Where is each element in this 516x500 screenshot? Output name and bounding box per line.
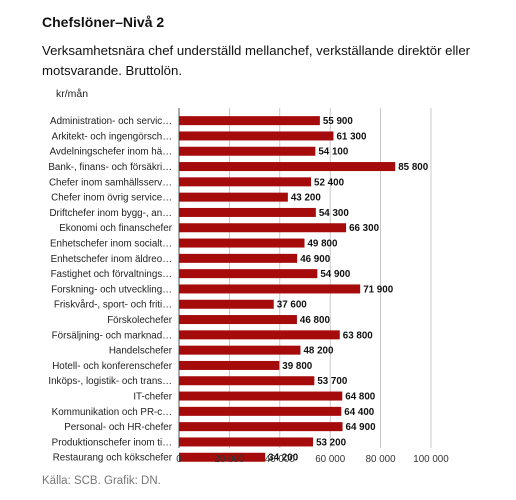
x-tick-label: 20 000 — [214, 454, 245, 465]
bar — [179, 253, 298, 263]
data-label: 34 200 — [268, 453, 299, 464]
category-label: Fastighet och förvaltnings… — [51, 269, 172, 280]
bar — [179, 207, 316, 217]
data-label: 53 700 — [317, 376, 348, 387]
category-label: Personal- och HR-chefer — [64, 422, 173, 433]
x-tick-label: 40 000 — [265, 454, 296, 465]
bar — [179, 269, 318, 279]
data-label: 52 400 — [314, 177, 345, 188]
category-label: Forskning- och utveckling… — [51, 284, 172, 295]
data-label: 43 200 — [291, 193, 322, 204]
source-credit: Källa: SCB. Grafik: DN. — [42, 475, 161, 487]
data-label: 64 800 — [345, 391, 376, 402]
data-label: 53 200 — [316, 437, 347, 448]
bar — [179, 345, 301, 355]
bar — [179, 177, 312, 187]
data-label: 71 900 — [363, 284, 394, 295]
data-label: 61 300 — [336, 131, 367, 142]
x-tick-label: 80 000 — [366, 454, 397, 465]
data-label: 54 300 — [319, 208, 350, 219]
category-label: Bank-, finans- och försäkri… — [48, 162, 172, 173]
bar — [179, 315, 297, 325]
data-label: 54 100 — [318, 147, 349, 158]
chart-subtitle: Verksamhetsnära chef underställd mellanc… — [42, 43, 471, 78]
bar — [179, 452, 266, 462]
data-label: 64 400 — [344, 407, 375, 418]
x-tick-label: 0 — [176, 454, 182, 465]
category-label: Inköps-, logistik- och trans… — [48, 376, 172, 387]
data-label: 39 800 — [282, 361, 313, 372]
category-label: Friskvård-, sport- och friti… — [54, 300, 172, 311]
category-label: Chefer inom samhällsserv… — [49, 177, 172, 188]
category-label: Försäljning- och marknad… — [52, 330, 172, 341]
bar — [179, 299, 274, 309]
data-label: 48 200 — [303, 346, 334, 357]
category-label: Chefer inom övrig service… — [51, 193, 172, 204]
category-label: IT-chefer — [133, 391, 172, 402]
category-label: Enhetschefer inom äldreo… — [51, 254, 172, 265]
data-label: 54 900 — [320, 269, 351, 280]
bar — [179, 391, 343, 401]
chart-title: Chefslöner–Nivå 2 — [42, 14, 165, 30]
data-label: 37 600 — [277, 300, 308, 311]
bar — [179, 284, 361, 294]
data-label: 46 900 — [300, 254, 331, 265]
category-label: Produktionschefer inom ti… — [52, 437, 172, 448]
bar — [179, 116, 320, 126]
data-label: 66 300 — [349, 223, 380, 234]
bar — [179, 422, 343, 432]
bar — [179, 376, 315, 386]
category-label: Arkitekt- och ingengörsch… — [52, 131, 172, 142]
x-tick-label: 60 000 — [315, 454, 346, 465]
bar — [179, 406, 342, 416]
category-label: Ekonomi och finanschefer — [59, 223, 172, 234]
x-tick-label: 100 000 — [413, 454, 449, 465]
bar — [179, 360, 280, 370]
bar — [179, 223, 347, 233]
category-label: Administration- och servic… — [50, 116, 172, 127]
data-label: 85 800 — [398, 162, 429, 173]
bar — [179, 162, 396, 172]
data-label: 55 900 — [323, 116, 354, 127]
category-label: Hotell- och konferenschefer — [52, 361, 173, 372]
category-label: Kommunikation och PR-c… — [52, 407, 172, 418]
category-label: Driftchefer inom bygg-, an… — [49, 208, 172, 219]
category-label: Handelschefer — [109, 346, 173, 357]
bar — [179, 146, 316, 156]
category-label: Avdelningschefer inom hä… — [50, 147, 172, 158]
bar — [179, 192, 288, 202]
data-label: 49 800 — [307, 238, 338, 249]
data-label: 46 800 — [300, 315, 331, 326]
bar — [179, 131, 334, 141]
category-label: Enhetschefer inom socialt… — [50, 238, 172, 249]
bar — [179, 437, 314, 447]
data-label: 63 800 — [343, 330, 374, 341]
unit-label: kr/mån — [56, 88, 89, 100]
category-label: Förskolechefer — [107, 315, 173, 326]
data-label: 64 900 — [346, 422, 377, 433]
bar — [179, 330, 340, 340]
bar — [179, 238, 305, 248]
category-label: Restaurang och kökschefer — [53, 453, 173, 464]
